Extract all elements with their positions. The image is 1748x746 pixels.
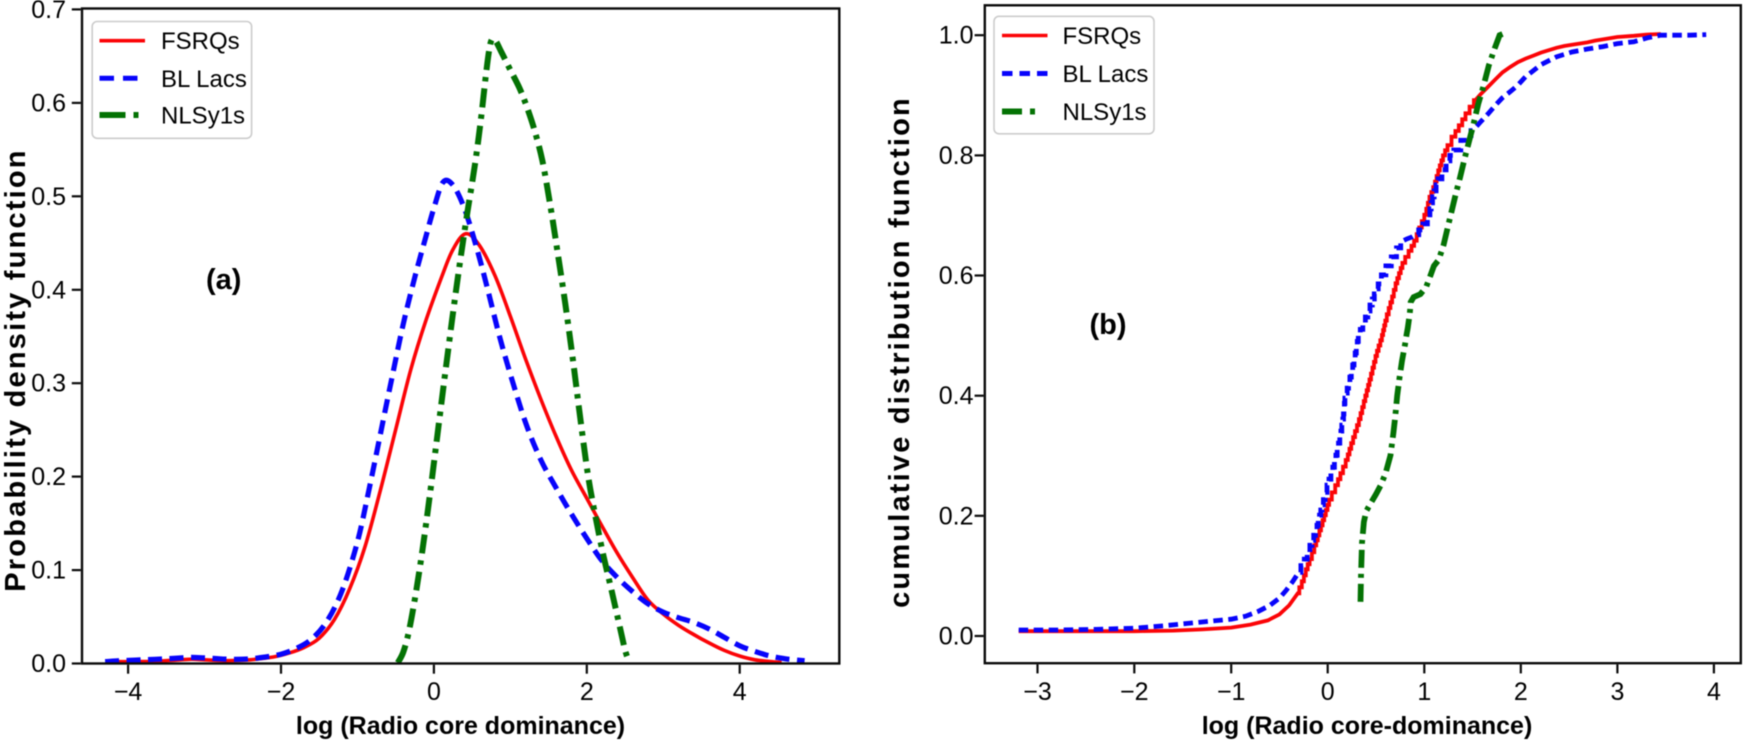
svg-text:0.2: 0.2 [31,463,66,491]
svg-text:−1: −1 [1217,678,1246,706]
svg-text:4: 4 [733,678,747,706]
svg-text:−3: −3 [1023,678,1052,706]
svg-text:FSRQs: FSRQs [1063,23,1142,50]
svg-text:−4: −4 [114,678,143,706]
svg-text:0: 0 [427,678,441,706]
svg-text:BL Lacs: BL Lacs [161,66,247,93]
svg-text:0: 0 [1321,678,1335,706]
svg-text:0.2: 0.2 [939,502,974,530]
svg-text:(b): (b) [1089,309,1126,341]
svg-text:3: 3 [1610,678,1624,706]
svg-text:0.6: 0.6 [939,262,974,290]
svg-text:−2: −2 [1120,678,1149,706]
svg-text:0.8: 0.8 [939,142,974,170]
svg-text:2: 2 [1514,678,1528,706]
svg-text:FSRQs: FSRQs [161,28,240,55]
svg-text:log (Radio core-dominance): log (Radio core-dominance) [1202,712,1533,740]
svg-text:0.0: 0.0 [939,623,974,651]
svg-text:0.1: 0.1 [31,557,66,585]
svg-text:2: 2 [580,678,594,706]
svg-text:Probability density function: Probability density function [0,148,32,591]
svg-text:NLSy1s: NLSy1s [161,103,245,130]
svg-text:4: 4 [1707,678,1721,706]
svg-text:BL Lacs: BL Lacs [1063,61,1149,88]
svg-text:0.0: 0.0 [31,650,66,678]
svg-text:1.0: 1.0 [939,22,974,50]
svg-text:0.7: 0.7 [31,0,66,24]
svg-text:0.5: 0.5 [31,183,66,211]
svg-text:NLSy1s: NLSy1s [1063,99,1147,126]
svg-text:1: 1 [1417,678,1431,706]
svg-text:0.4: 0.4 [939,382,974,410]
svg-text:log (Radio core dominance): log (Radio core dominance) [296,712,625,740]
svg-text:0.3: 0.3 [31,370,66,398]
svg-text:0.6: 0.6 [31,89,66,117]
svg-text:−2: −2 [267,678,296,706]
svg-text:(a): (a) [206,264,241,296]
svg-text:cumulative distribution functi: cumulative distribution function [884,96,916,608]
svg-text:0.4: 0.4 [31,276,66,304]
